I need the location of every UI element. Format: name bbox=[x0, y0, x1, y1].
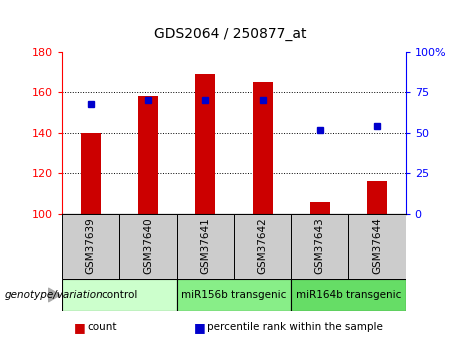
Text: miR156b transgenic: miR156b transgenic bbox=[181, 290, 287, 300]
Text: count: count bbox=[88, 322, 117, 332]
Polygon shape bbox=[48, 288, 60, 302]
Bar bbox=[195, 74, 215, 214]
Text: GSM37644: GSM37644 bbox=[372, 217, 382, 274]
Bar bbox=[177, 214, 234, 279]
Text: genotype/variation: genotype/variation bbox=[5, 290, 103, 300]
Text: miR164b transgenic: miR164b transgenic bbox=[296, 290, 401, 300]
Text: GSM37643: GSM37643 bbox=[315, 217, 325, 274]
Bar bbox=[253, 82, 272, 214]
Text: GSM37640: GSM37640 bbox=[143, 217, 153, 274]
Bar bbox=[119, 214, 177, 279]
Bar bbox=[138, 96, 158, 214]
Bar bbox=[291, 214, 349, 279]
Bar bbox=[349, 214, 406, 279]
Text: control: control bbox=[101, 290, 138, 300]
Bar bbox=[367, 181, 387, 214]
Bar bbox=[177, 279, 291, 311]
Text: GSM37641: GSM37641 bbox=[201, 217, 210, 274]
Text: GSM37639: GSM37639 bbox=[86, 217, 96, 274]
Bar bbox=[310, 202, 330, 214]
Bar bbox=[62, 279, 177, 311]
Bar bbox=[291, 279, 406, 311]
Bar bbox=[62, 214, 119, 279]
Text: percentile rank within the sample: percentile rank within the sample bbox=[207, 322, 384, 332]
Bar bbox=[234, 214, 291, 279]
Bar bbox=[81, 133, 101, 214]
Text: GSM37642: GSM37642 bbox=[258, 217, 267, 274]
Text: GDS2064 / 250877_at: GDS2064 / 250877_at bbox=[154, 27, 307, 41]
Text: ■: ■ bbox=[194, 321, 205, 334]
Text: ■: ■ bbox=[74, 321, 85, 334]
